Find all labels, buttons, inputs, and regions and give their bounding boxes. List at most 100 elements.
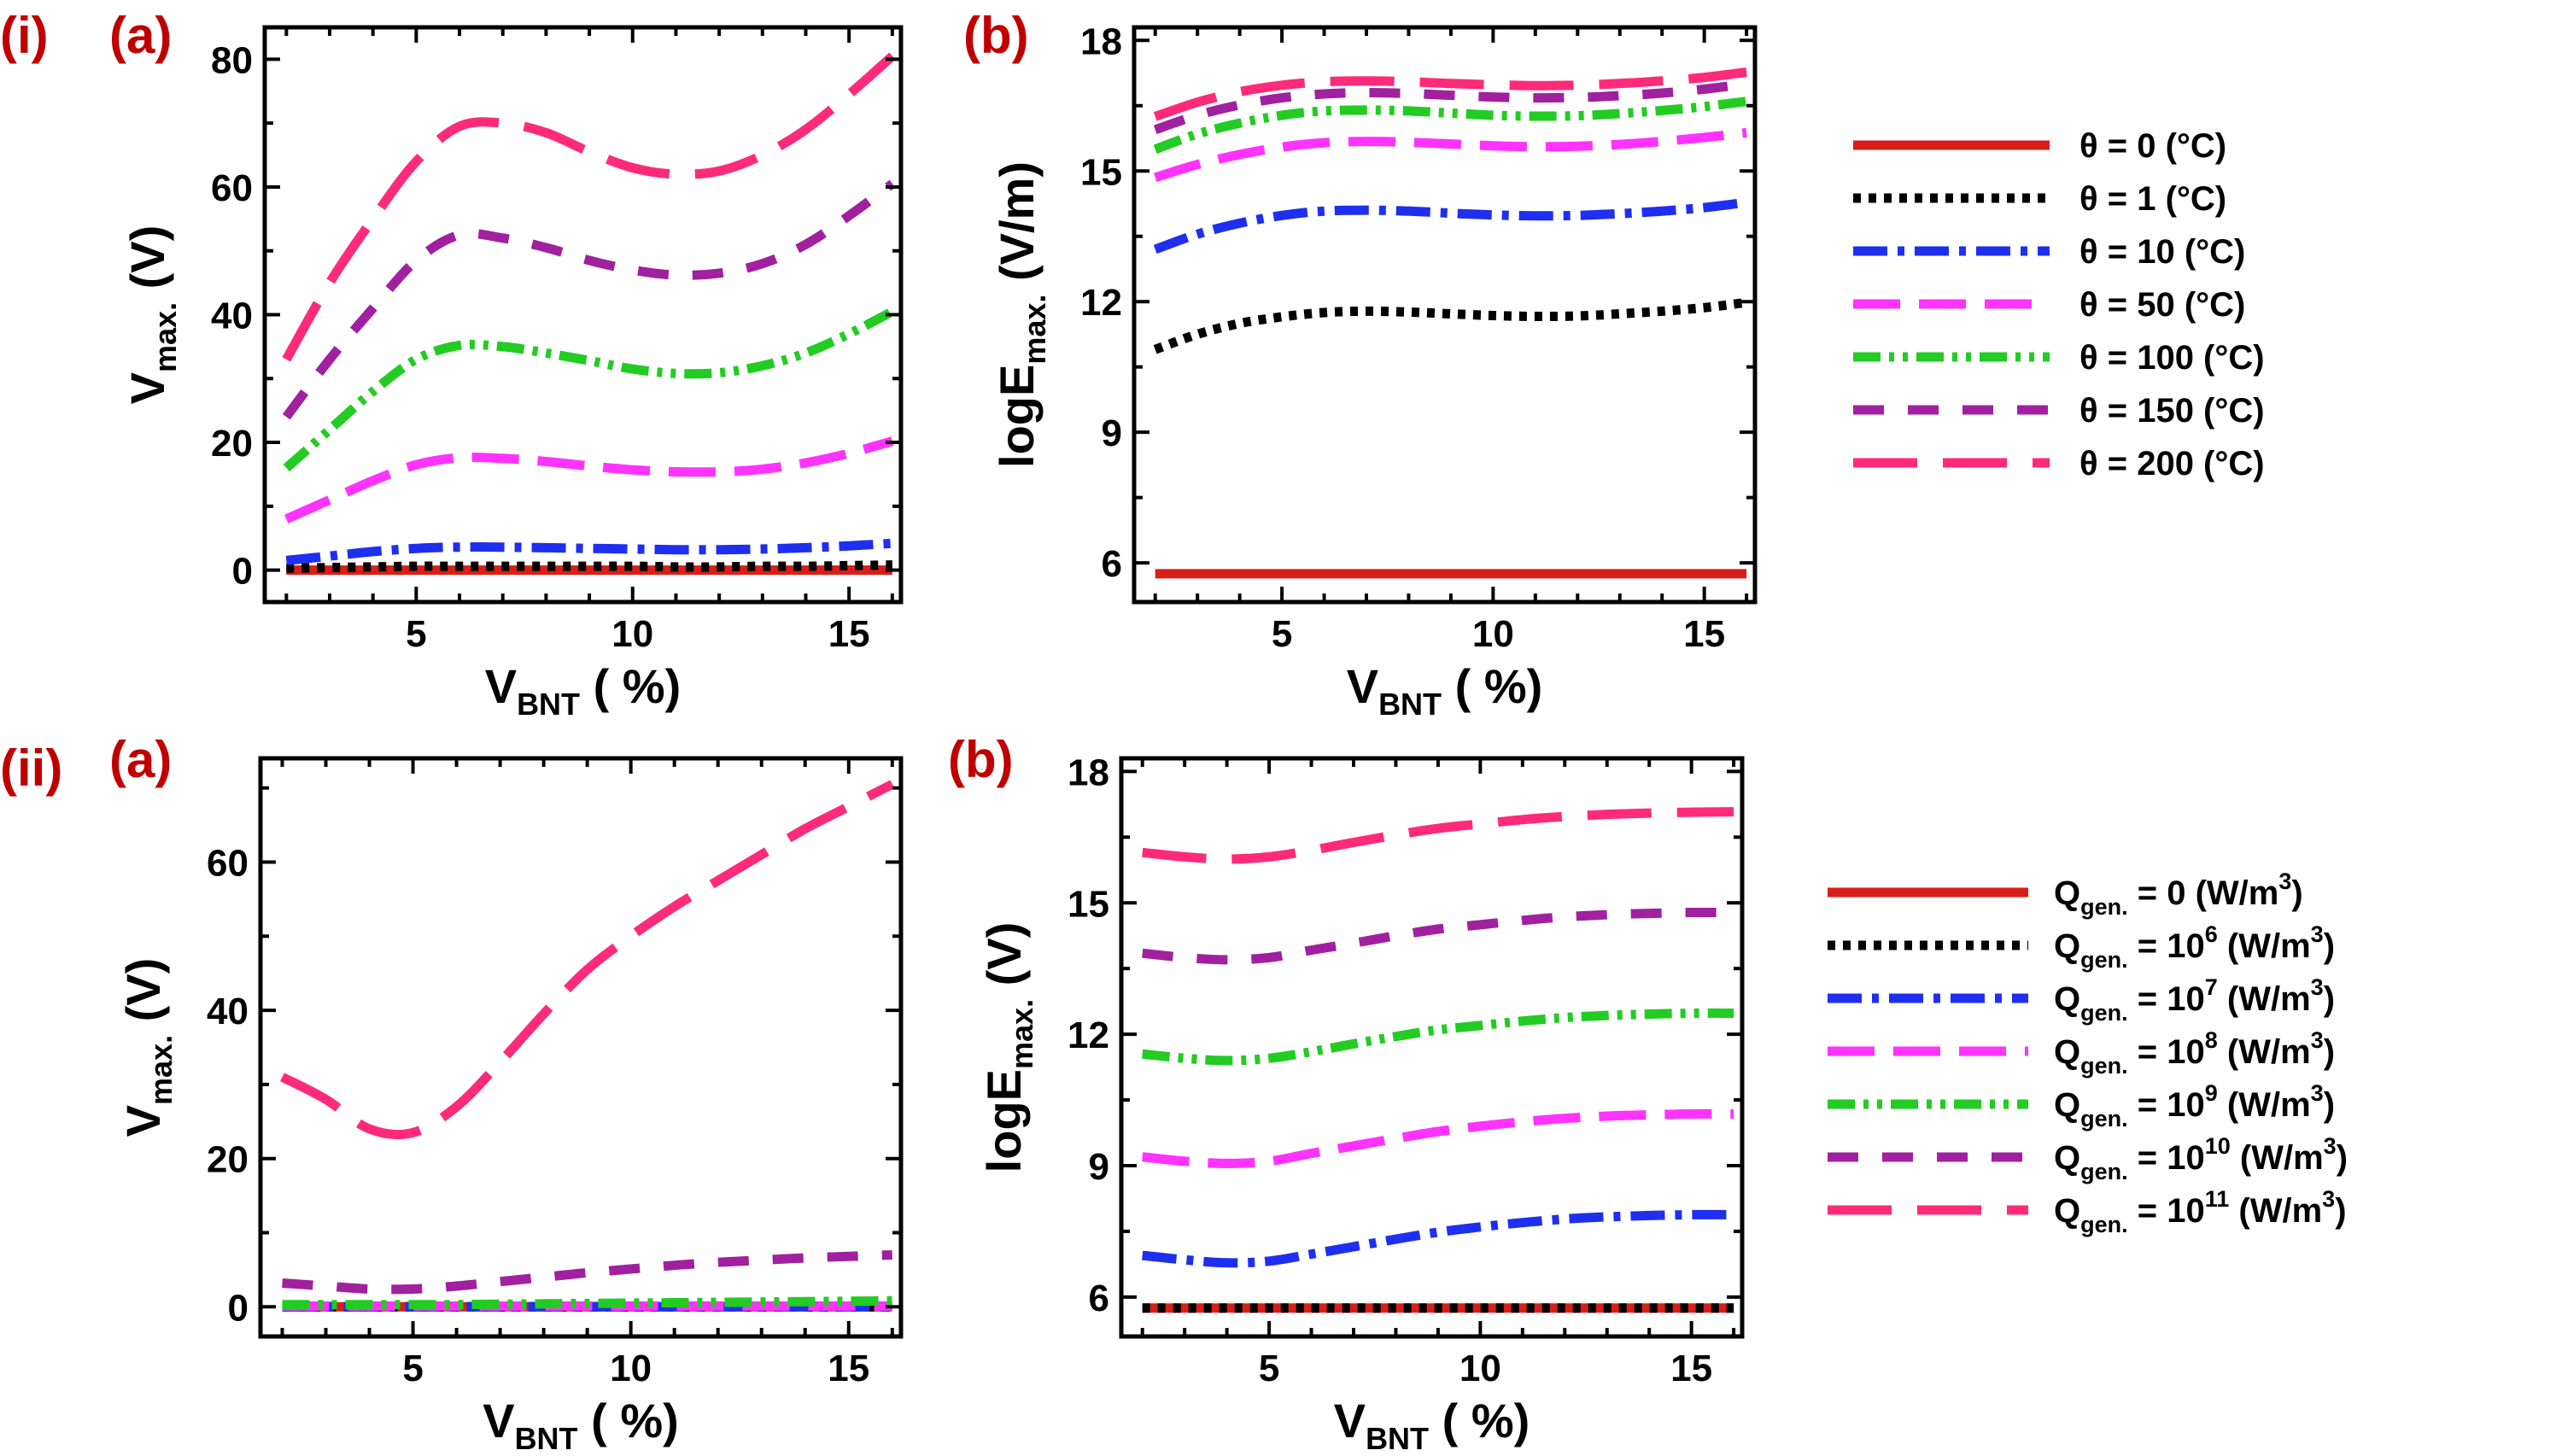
x-tick-label: 10 xyxy=(1459,1348,1501,1389)
series-line-3 xyxy=(285,538,893,565)
x-tick-label: 5 xyxy=(1259,1348,1279,1389)
y-tick-label: 6 xyxy=(1089,1278,1109,1319)
panel-label-i-a: (a) xyxy=(109,7,172,64)
legend-theta-label-6: θ = 150 (°C) xyxy=(2079,392,2265,430)
row-label-ii: (ii) xyxy=(0,740,62,797)
legend-theta-label-5: θ = 100 (°C) xyxy=(2079,339,2265,377)
row-label-i: (i) xyxy=(0,7,49,64)
y-axis-label-sub: max. xyxy=(1004,999,1039,1069)
legend-qgen-part: = xyxy=(2128,1086,2167,1124)
legend-qgen-part xyxy=(2185,874,2195,912)
legend-qgen-part: Q xyxy=(2054,874,2080,912)
series-line-6 xyxy=(282,1250,892,1295)
legend-qgen-part: 3 xyxy=(2278,868,2291,894)
y-tick-label: 6 xyxy=(1102,543,1122,585)
series-line-3 xyxy=(1153,197,1747,254)
y-axis-label-sub: max. xyxy=(148,302,183,372)
x-tick-label: 15 xyxy=(1683,613,1725,655)
x-axis-label: VBNT ( %) xyxy=(1334,1394,1530,1456)
legend-qgen-part: 6 xyxy=(2205,921,2218,947)
series-line-2 xyxy=(1153,297,1747,354)
y-tick-label: 40 xyxy=(211,295,253,337)
legend-qgen-part xyxy=(2231,1139,2240,1177)
x-axis-label: VBNT ( %) xyxy=(1347,659,1543,722)
series-line-7 xyxy=(1142,807,1734,864)
y-tick-label: 9 xyxy=(1102,412,1122,454)
legend-qgen-part: = xyxy=(2128,874,2167,912)
y-tick-label: 18 xyxy=(1080,20,1122,62)
legend-qgen-part: = xyxy=(2128,1192,2167,1230)
y-tick-label: 80 xyxy=(211,39,253,81)
legend-qgen-part: 10 xyxy=(2167,1139,2205,1177)
legend-qgen-part: = xyxy=(2128,980,2167,1018)
y-axis-label-rest: (V) xyxy=(977,922,1031,999)
series-line-6 xyxy=(1153,79,1747,135)
legend-qgen-part: ) xyxy=(2337,1139,2348,1177)
legend-qgen-part: Q xyxy=(2054,927,2080,965)
x-axis-label-sub: BNT xyxy=(515,1421,578,1456)
y-axis-label-main: logE xyxy=(977,1069,1031,1172)
chart-ii-b: 5 10 15 6 9 12 15 18 VBNT ( %) logEmax. (V) xyxy=(977,751,1745,1456)
legend-qgen-part: (W/m xyxy=(2227,927,2311,965)
legend-qgen-part: (W/m xyxy=(2238,1192,2322,1230)
legend-qgen-part: 11 xyxy=(2205,1186,2230,1212)
y-axis-label: logEmax. (V/m) xyxy=(990,161,1052,468)
legend-qgen-part: gen. xyxy=(2080,1212,2128,1237)
y-tick-label: 12 xyxy=(1068,1015,1109,1056)
plot-frame xyxy=(258,756,904,1339)
y-axis-label-main: logE xyxy=(990,365,1044,468)
y-axis-label: Vmax. (V) xyxy=(116,958,178,1137)
legend-qgen-part: 9 xyxy=(2205,1080,2218,1106)
y-axis-label-main: V xyxy=(120,372,174,404)
y-tick-label: 40 xyxy=(207,991,249,1032)
y-axis-label-rest: (V) xyxy=(116,958,170,1035)
y-tick-label: 0 xyxy=(228,1287,249,1329)
legend-qgen-part: 10 xyxy=(2167,1086,2205,1124)
legend-qgen-part: ) xyxy=(2324,1033,2335,1071)
x-axis-label: VBNT ( %) xyxy=(483,1394,679,1456)
x-axis-label-rest: ( %) xyxy=(1442,659,1542,713)
legend-qgen-part: 3 xyxy=(2324,1133,2337,1159)
y-tick-label: 15 xyxy=(1068,883,1109,925)
x-tick-label: 10 xyxy=(610,1348,652,1389)
legend-qgen-part: 3 xyxy=(2311,921,2324,947)
y-axis-label-sub: max. xyxy=(143,1035,178,1105)
series-line-5 xyxy=(1142,1008,1734,1066)
legend-qgen-part: (W/m xyxy=(2240,1139,2324,1177)
legend-qgen-part: (W/m xyxy=(2227,980,2311,1018)
chart-i-b: 5 10 15 6 9 12 15 18 VBNT ( %) logEmax. (V/m) xyxy=(990,20,1758,722)
legend-qgen-part: ) xyxy=(2324,927,2335,965)
legend-qgen-part: Q xyxy=(2054,1086,2080,1124)
y-axis-label-rest: (V) xyxy=(120,225,174,302)
y-axis-label: Vmax. (V) xyxy=(120,225,183,405)
series-line-7 xyxy=(279,780,895,1140)
legend-qgen-part: 10 xyxy=(2205,1133,2231,1159)
legend-qgen-part: 3 xyxy=(2311,974,2324,1000)
legend-qgen-part: Q xyxy=(2054,1139,2080,1177)
x-tick-label: 5 xyxy=(1272,613,1292,655)
x-axis-label-sub: BNT xyxy=(1366,1421,1429,1456)
y-tick-label: 18 xyxy=(1068,751,1109,793)
y-tick-label: 0 xyxy=(232,551,253,593)
legend-qgen-label-5: Qgen. = 109 (W/m3) xyxy=(2054,1080,2335,1131)
legend-qgen-part: ) xyxy=(2324,980,2335,1018)
legend-qgen-part xyxy=(2218,980,2227,1018)
legend-qgen-label-7: Qgen. = 1011 (W/m3) xyxy=(2054,1186,2347,1237)
y-tick-label: 9 xyxy=(1089,1146,1109,1188)
x-axis-label-sub: BNT xyxy=(1378,687,1442,722)
plot-frame xyxy=(1119,756,1745,1339)
legend-qgen-label-4: Qgen. = 108 (W/m3) xyxy=(2054,1027,2335,1079)
series-line-4 xyxy=(1154,127,1747,183)
panel-label-ii-a: (a) xyxy=(109,731,172,788)
series-line-5 xyxy=(282,1295,892,1310)
x-axis-label: VBNT ( %) xyxy=(485,659,681,722)
series-line-4 xyxy=(1142,1108,1734,1168)
legend-qgen-part: = xyxy=(2128,927,2167,965)
x-axis-label-rest: ( %) xyxy=(578,1394,679,1447)
legend-qgen-part: (W/m xyxy=(2227,1086,2311,1124)
series-line-3 xyxy=(1142,1209,1734,1268)
x-axis-label-main: V xyxy=(483,1394,514,1447)
legend-theta-label-2: θ = 1 (°C) xyxy=(2079,180,2226,218)
